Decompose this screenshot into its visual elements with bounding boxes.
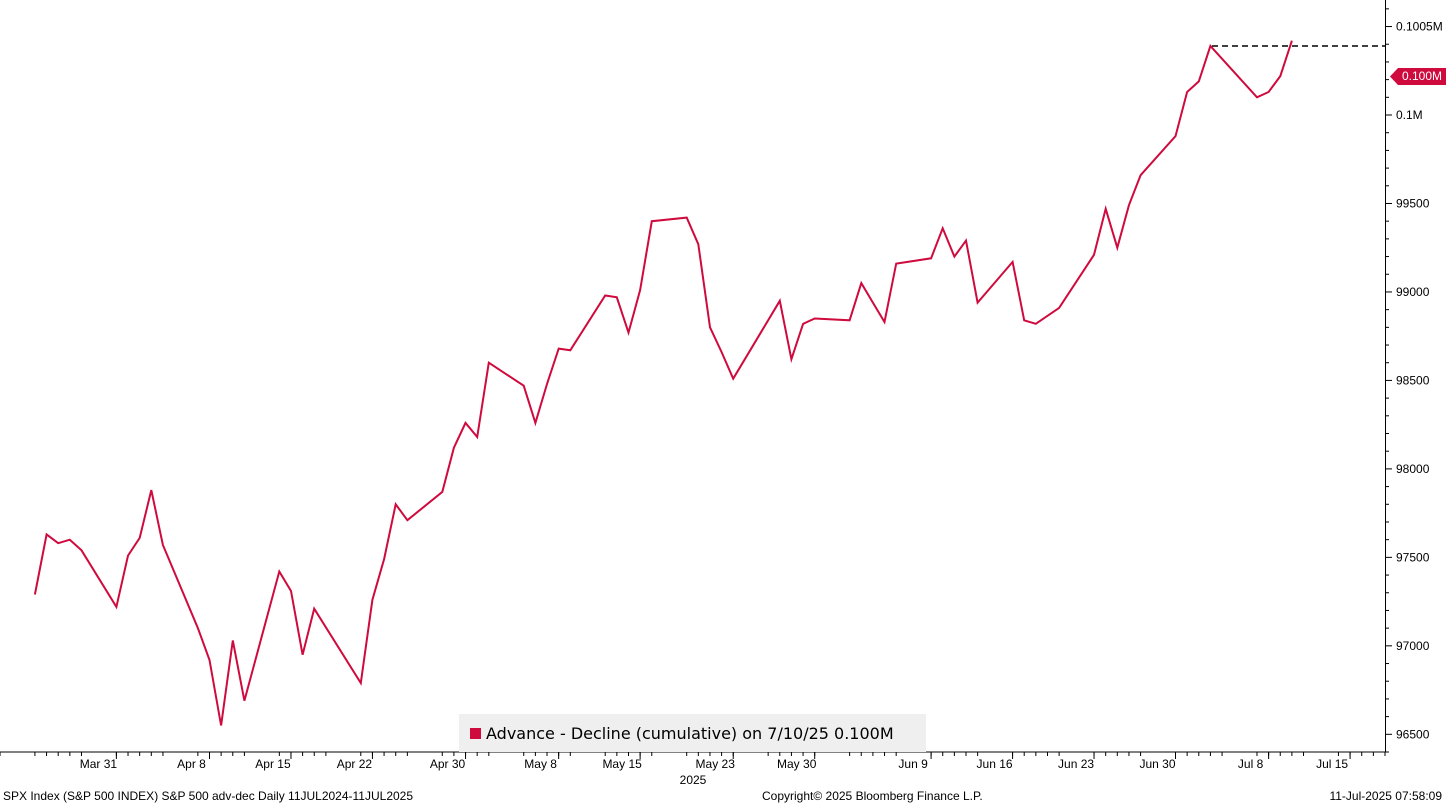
x-tick-label: May 30 <box>777 757 817 771</box>
y-tick-label: 96500 <box>1396 727 1430 741</box>
y-tick-label: 98000 <box>1396 462 1430 476</box>
y-tick-label: 97500 <box>1396 550 1430 564</box>
y-tick-label: 0.1005M <box>1396 20 1443 34</box>
x-year-label: 2025 <box>680 773 707 787</box>
x-tick-label: Jun 30 <box>1139 757 1175 771</box>
x-tick-label: Jun 23 <box>1058 757 1094 771</box>
plot-area <box>33 40 1385 726</box>
last-value-label: 0.100M <box>1402 69 1443 83</box>
x-axis: Mar 31 Apr 8 Apr 15 Apr 22 Apr 30 May 8 May 15… <box>0 751 1386 787</box>
x-tick-label: Jul 15 <box>1316 757 1348 771</box>
y-tick-label: 98500 <box>1396 373 1430 387</box>
x-tick-label: Apr 30 <box>430 757 466 771</box>
x-tick-label: Apr 22 <box>337 757 373 771</box>
footer-copyright: Copyright© 2025 Bloomberg Finance L.P. <box>762 789 983 803</box>
x-tick-label: Jul 8 <box>1238 757 1264 771</box>
y-tick-label: 97000 <box>1396 639 1430 653</box>
footer-source: SPX Index (S&P 500 INDEX) S&P 500 adv-de… <box>3 789 414 803</box>
x-tick-label: May 15 <box>602 757 642 771</box>
series-line-advance-decline <box>33 40 1293 726</box>
x-tick-label: Mar 31 <box>80 757 118 771</box>
legend: Advance - Decline (cumulative) on 7/10/2… <box>459 714 926 752</box>
last-value-tag: 0.100M <box>1390 68 1446 85</box>
y-tick-label: 99500 <box>1396 196 1430 210</box>
x-tick-label: Jun 16 <box>977 757 1013 771</box>
footer-timestamp: 11-Jul-2025 07:58:09 <box>1329 789 1442 803</box>
x-tick-label: May 23 <box>696 757 736 771</box>
legend-label: Advance - Decline (cumulative) on 7/10/2… <box>486 723 894 743</box>
legend-swatch <box>470 727 481 739</box>
x-tick-label: Apr 15 <box>255 757 291 771</box>
x-tick-label: Apr 8 <box>177 757 206 771</box>
x-tick-label: Jun 9 <box>898 757 928 771</box>
y-tick-label: 0.1M <box>1396 108 1423 122</box>
x-tick-label: May 8 <box>524 757 557 771</box>
y-axis: 96500 97000 97500 98000 98500 99000 99500 0.1M 0… <box>1385 0 1443 753</box>
y-tick-label: 99000 <box>1396 285 1430 299</box>
